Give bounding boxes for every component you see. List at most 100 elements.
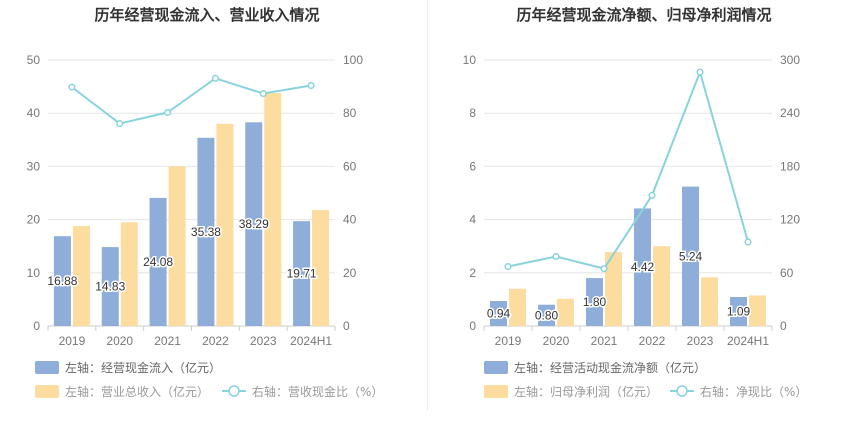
chart1-category-label: 2021 [154,334,181,348]
chart1-ratio-point [259,89,267,98]
chart2-left-tick-label: 8 [469,106,476,120]
chart1-bar-data-label: 35.38 [191,225,221,239]
chart1-legend-label-primary: 左轴：经营现金流入（亿元） [65,360,221,375]
chart1-ratio-line [71,77,312,125]
chart2-ratio-point [504,262,512,271]
chart2-bar-secondary [749,295,766,326]
chart2-legend-label-secondary: 左轴：归母净利润（亿元） [514,384,658,399]
chart1-left-tick-label: 50 [27,53,41,67]
chart1-legend-swatch-secondary [35,385,59,398]
chart2-title: 历年经营现金流净额、归母净利润情况 [516,6,771,24]
chart1-left-tick-label: 10 [27,266,41,280]
chart2-right-tick-label: 240 [780,106,800,120]
chart2-bar-primary [490,300,507,326]
chart2-right-tick-label: 300 [780,53,800,67]
chart1-legend-label-secondary: 左轴：营业总收入（亿元） [65,384,209,399]
chart2-category-label: 2020 [543,334,570,348]
chart2-category-label: 2023 [687,334,714,348]
chart2-legend-line-marker [676,385,688,397]
chart2-legend-label-primary: 左轴：经营活动现金流净额（亿元） [514,360,706,375]
chart1-bar-primary [293,221,311,326]
chart2-right-tick-label: 0 [780,319,787,333]
chart1-category-label: 2024H1 [290,334,332,348]
chart2-category-label: 2019 [495,334,522,348]
chart1-bar-secondary [168,166,186,326]
chart1-bar-primary [245,122,263,326]
chart1-bar-data-label: 38.29 [239,217,269,231]
chart2-ratio-point [552,252,560,261]
chart2-ratio-point [648,191,656,199]
chart1-bar-secondary [120,222,138,326]
chart2-bar-data-label: 0.94 [487,306,511,320]
chart1-bar-secondary [72,225,90,326]
panel-divider [427,0,428,410]
chart1-left-tick-label: 30 [27,159,41,173]
chart2-left-tick-label: 6 [469,159,476,173]
chart2-category-label: 2022 [639,334,666,348]
chart2-category-label: 2021 [591,334,618,348]
chart1-bar-primary [197,137,215,326]
chart1-left-tick-label: 40 [27,106,41,120]
chart2-category-label: 2024H1 [727,334,769,348]
chart1-bar-data-label: 19.71 [287,267,317,281]
chart2-bar-primary [538,304,555,326]
chart2-bar-secondary [509,288,526,326]
chart1-ratio-point [211,74,219,82]
chart1-right-tick-label: 100 [343,53,363,67]
chart2-legend-label-line: 右轴：净现比（%） [700,384,807,399]
chart1-bar-data-label: 16.88 [47,274,77,288]
chart2-bar-primary [634,208,651,326]
chart2-bar-data-label: 5.24 [679,249,703,263]
chart2-legend-swatch-secondary [484,385,508,398]
chart1-title: 历年经营现金流入、营业收入情况 [94,6,319,24]
chart1-right-tick-label: 0 [343,319,350,333]
chart2-right-tick-label: 180 [780,159,800,173]
chart1-category-label: 2023 [250,334,277,348]
chart2-legend-swatch-primary [484,361,508,374]
chart1-ratio-point [68,83,76,91]
chart2-right-tick-label: 60 [780,266,794,280]
chart1-legend-label-line: 右轴：营收现金比（%） [252,384,383,399]
chart1-category-label: 2020 [106,334,133,348]
chart2-bar-primary [730,297,747,326]
chart2-bar-secondary [557,298,574,326]
chart1-right-tick-label: 80 [343,106,357,120]
chart2-bar-data-label: 0.80 [535,308,559,322]
chart2-ratio-point [744,238,752,246]
chart2-bar-primary [586,278,603,326]
chart2-bar-secondary [701,277,718,326]
chart2-bar-primary [682,186,699,326]
chart1-category-label: 2019 [59,334,86,348]
chart1-bar-primary [149,197,167,326]
chart1-bar-data-label: 14.83 [95,280,125,294]
chart1-left-tick-label: 0 [33,319,40,333]
chart2-ratio-point [696,68,704,76]
chart1-bar-data-label: 24.08 [143,255,173,269]
chart1-right-tick-label: 20 [343,266,357,280]
chart1-bar-primary [53,236,71,326]
chart2-right-tick-label: 120 [780,213,800,227]
chart1-ratio-point [307,81,315,90]
chart1-right-tick-label: 40 [343,213,357,227]
chart2-bar-data-label: 1.09 [727,305,751,319]
chart2-bar-secondary [605,252,622,326]
chart1-ratio-point [116,120,124,128]
chart2-left-tick-label: 0 [469,319,476,333]
chart2-bar-secondary [653,246,670,326]
chart1-bar-secondary [216,123,234,326]
chart2-left-tick-label: 2 [469,266,476,280]
chart2-bar-data-label: 1.80 [583,295,607,309]
chart2-left-tick-label: 4 [469,213,476,227]
chart1-legend-line-marker [228,385,240,397]
chart1-legend-swatch-primary [35,361,59,374]
chart1-left-tick-label: 20 [27,213,41,227]
chart1-category-label: 2022 [202,334,229,348]
chart2-ratio-line [507,69,749,270]
chart1-right-tick-label: 60 [343,159,357,173]
chart2-left-tick-label: 10 [463,53,477,67]
chart2-ratio-point [600,265,608,273]
chart2-bar-data-label: 4.42 [631,260,655,274]
chart1-bar-secondary [312,210,330,326]
